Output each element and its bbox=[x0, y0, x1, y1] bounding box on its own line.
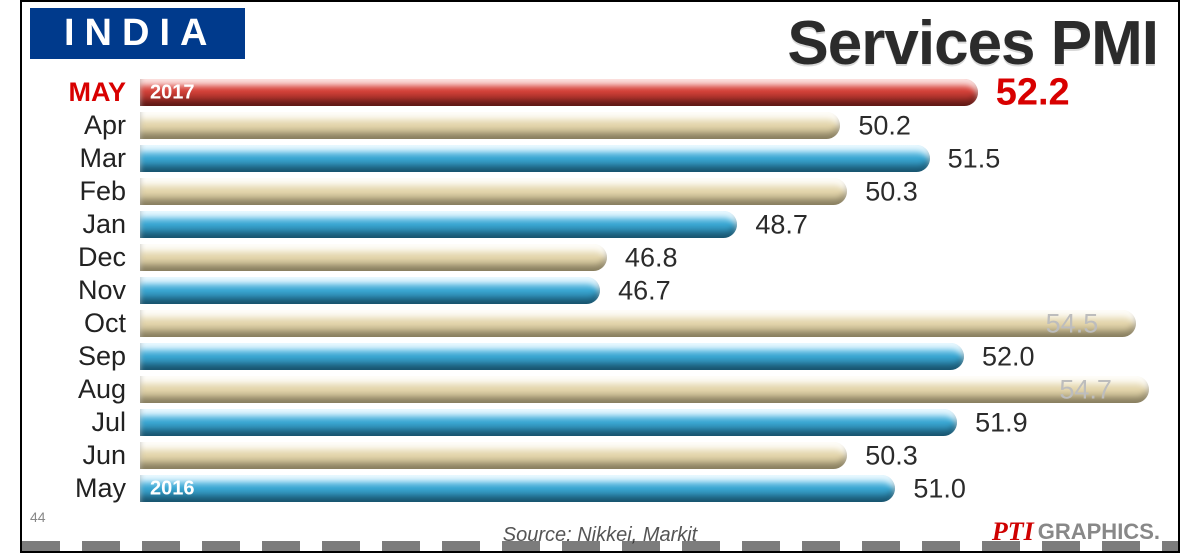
bar-wrap: 46.8 bbox=[140, 244, 1170, 271]
value-label: 46.8 bbox=[625, 242, 678, 273]
bar bbox=[140, 277, 600, 304]
bar-row: Jun 50.3 bbox=[30, 439, 1170, 472]
value-label: 51.9 bbox=[975, 407, 1028, 438]
bar-wrap: 50.3 bbox=[140, 178, 1170, 205]
month-label: Jul bbox=[30, 407, 140, 438]
bar bbox=[140, 178, 847, 205]
bar-row: Oct 54.5 bbox=[30, 307, 1170, 340]
month-label: Apr bbox=[30, 110, 140, 141]
bar-row: Mar 51.5 bbox=[30, 142, 1170, 175]
bar-row: Aug 54.7 bbox=[30, 373, 1170, 406]
bar-wrap: 201752.2 bbox=[140, 79, 1170, 106]
value-label: 50.3 bbox=[865, 176, 918, 207]
bar-wrap: 51.5 bbox=[140, 145, 1170, 172]
month-label: Nov bbox=[30, 275, 140, 306]
month-label: Dec bbox=[30, 242, 140, 273]
bar-wrap: 52.0 bbox=[140, 343, 1170, 370]
country-badge: INDIA bbox=[30, 8, 245, 59]
month-label: MAY bbox=[30, 77, 140, 108]
bar-wrap: 54.7 bbox=[140, 376, 1170, 403]
month-label: May bbox=[30, 473, 140, 504]
month-label: Feb bbox=[30, 176, 140, 207]
bar-row: May 2016 51.0 bbox=[30, 472, 1170, 505]
bar-row: Apr 50.2 bbox=[30, 109, 1170, 142]
value-label: 46.7 bbox=[618, 275, 671, 306]
value-label: 48.7 bbox=[755, 209, 808, 240]
bar-row: Sep 52.0 bbox=[30, 340, 1170, 373]
value-label: 50.2 bbox=[858, 110, 911, 141]
value-label: 54.5 bbox=[1046, 308, 1099, 339]
bar-wrap: 54.5 bbox=[140, 310, 1170, 337]
bar-row: Dec 46.8 bbox=[30, 241, 1170, 274]
bar-wrap: 48.7 bbox=[140, 211, 1170, 238]
bar bbox=[140, 409, 957, 436]
bar-year-label: 2016 bbox=[150, 477, 195, 500]
value-label: 51.0 bbox=[913, 473, 966, 504]
axis-tick-label: 44 bbox=[30, 509, 46, 525]
bar-row: Jan 48.7 bbox=[30, 208, 1170, 241]
month-label: Sep bbox=[30, 341, 140, 372]
bar-wrap: 2016 51.0 bbox=[140, 475, 1170, 502]
film-rail-decoration bbox=[22, 541, 1178, 553]
bar-wrap: 50.3 bbox=[140, 442, 1170, 469]
bar-row: MAY201752.2 bbox=[30, 76, 1170, 109]
month-label: Aug bbox=[30, 374, 140, 405]
bar bbox=[140, 145, 930, 172]
bar-wrap: 50.2 bbox=[140, 112, 1170, 139]
value-label: 54.7 bbox=[1059, 374, 1112, 405]
header: INDIA Services PMI bbox=[22, 2, 1178, 81]
bar-wrap: 46.7 bbox=[140, 277, 1170, 304]
month-label: Oct bbox=[30, 308, 140, 339]
bar bbox=[140, 376, 1149, 403]
month-label: Jan bbox=[30, 209, 140, 240]
bar bbox=[140, 244, 607, 271]
bar-row: Jul 51.9 bbox=[30, 406, 1170, 439]
bar: 2016 bbox=[140, 475, 895, 502]
month-label: Jun bbox=[30, 440, 140, 471]
value-label: 50.3 bbox=[865, 440, 918, 471]
bar bbox=[140, 310, 1136, 337]
bar bbox=[140, 211, 737, 238]
value-label: 52.2 bbox=[996, 71, 1070, 114]
chart-card: INDIA Services PMI MAY201752.2Apr50.2Mar… bbox=[20, 0, 1180, 553]
month-label: Mar bbox=[30, 143, 140, 174]
bar-year-label: 2017 bbox=[150, 81, 195, 104]
value-label: 51.5 bbox=[948, 143, 1001, 174]
chart-title: Services PMI bbox=[245, 8, 1168, 79]
bar: 2017 bbox=[140, 79, 978, 106]
bar bbox=[140, 112, 840, 139]
bar-row: Feb 50.3 bbox=[30, 175, 1170, 208]
bar bbox=[140, 442, 847, 469]
bar-row: Nov 46.7 bbox=[30, 274, 1170, 307]
value-label: 52.0 bbox=[982, 341, 1035, 372]
bar bbox=[140, 343, 964, 370]
bar-wrap: 51.9 bbox=[140, 409, 1170, 436]
services-pmi-barchart: MAY201752.2Apr50.2Mar51.5Feb50.3Jan48.7D… bbox=[30, 76, 1170, 515]
